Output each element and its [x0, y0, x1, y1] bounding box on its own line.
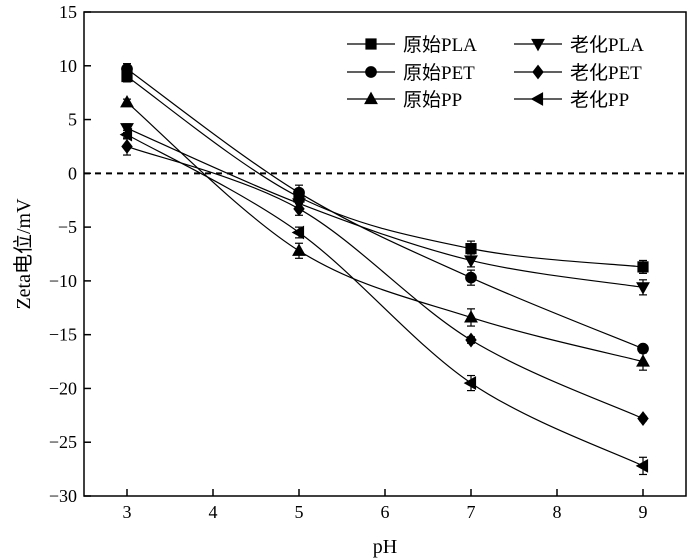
series-pet-1 [121, 63, 649, 355]
series-pp-5 [119, 127, 649, 476]
data-point-pla-3 [636, 282, 650, 295]
data-point-pet-4 [121, 139, 133, 154]
series-line-pet-4 [126, 145, 644, 420]
x-axis-title: pH [373, 536, 397, 558]
legend-marker [531, 38, 545, 52]
series-layer [119, 63, 650, 476]
legend-label: 原始PLA [403, 34, 477, 56]
series-pp-2 [120, 95, 650, 371]
legend-label: 原始PET [403, 62, 475, 84]
data-point-pp-5 [635, 458, 649, 473]
legend-label: 老化PP [570, 89, 629, 111]
legend-marker [532, 64, 544, 80]
legend-marker [364, 91, 378, 105]
y-tick-label: 0 [68, 163, 77, 183]
data-point-pp-2 [292, 243, 306, 256]
data-point-pla-3 [464, 255, 478, 268]
y-tick-label: −20 [49, 378, 77, 398]
data-point-pet-4 [465, 332, 477, 348]
data-point-pp-2 [464, 310, 478, 323]
legend-label: 老化PET [570, 62, 642, 84]
data-point-pet-1 [293, 186, 305, 199]
series-line-pla-3 [126, 127, 644, 288]
x-tick-label: 3 [123, 502, 132, 522]
y-tick-label: 5 [68, 110, 77, 130]
series-line-pet-1 [126, 68, 644, 350]
x-tick-label: 7 [467, 502, 476, 522]
legend-marker [530, 92, 544, 106]
ticks-layer: 3 4 5 6 7 8 9 15 10 5 0 −5 −10 −15 −20 −25 −30 [49, 2, 648, 522]
legend-item-pp-2: 原始PP [347, 89, 462, 111]
data-point-pp-2 [636, 354, 650, 367]
data-point-pp-5 [119, 127, 133, 142]
data-point-pla-0 [637, 261, 649, 273]
data-point-pet-1 [465, 271, 477, 284]
data-point-pla-0 [465, 243, 477, 255]
y-tick-label: −30 [49, 486, 77, 506]
y-tick-label: 15 [59, 2, 77, 22]
y-tick-label: −25 [49, 432, 77, 452]
y-tick-label: −15 [49, 325, 77, 345]
data-point-pp-5 [463, 376, 477, 390]
x-tick-label: 4 [209, 502, 218, 522]
legend-item-pet-4: 老化PET [514, 62, 642, 84]
series-line-pla-0 [126, 76, 644, 268]
x-tick-label: 5 [295, 502, 304, 522]
x-tick-label: 9 [639, 502, 648, 522]
data-point-pp-2 [120, 95, 134, 108]
series-line-pp-2 [126, 101, 644, 363]
data-point-pp-5 [291, 225, 305, 240]
legend-item-pet-1: 原始PET [347, 62, 475, 84]
data-point-pet-4 [293, 201, 305, 217]
legend: 原始PLA 原始PET 原始PP 老化PLA 老化PET 老化PP [347, 34, 644, 111]
y-axis-title: Zeta电位/mV [12, 198, 35, 310]
x-tick-label: 6 [381, 502, 390, 522]
legend-marker [365, 66, 377, 78]
y-tick-label: 10 [59, 56, 77, 76]
legend-item-pla-0: 原始PLA [347, 34, 477, 56]
legend-label: 老化PLA [570, 34, 644, 56]
data-point-pet-1 [121, 63, 133, 75]
x-tick-label: 8 [553, 502, 562, 522]
y-tick-label: −5 [58, 217, 77, 237]
series-line-pp-5 [126, 134, 644, 467]
series-pla-3 [120, 123, 650, 296]
data-point-pet-4 [637, 411, 649, 426]
legend-item-pla-3: 老化PLA [514, 34, 644, 56]
series-pet-4 [121, 137, 649, 426]
y-tick-label: −10 [49, 271, 77, 291]
legend-item-pp-5: 老化PP [514, 89, 629, 111]
legend-marker [365, 38, 377, 50]
legend-label: 原始PP [403, 89, 462, 111]
plot-frame [83, 11, 687, 497]
